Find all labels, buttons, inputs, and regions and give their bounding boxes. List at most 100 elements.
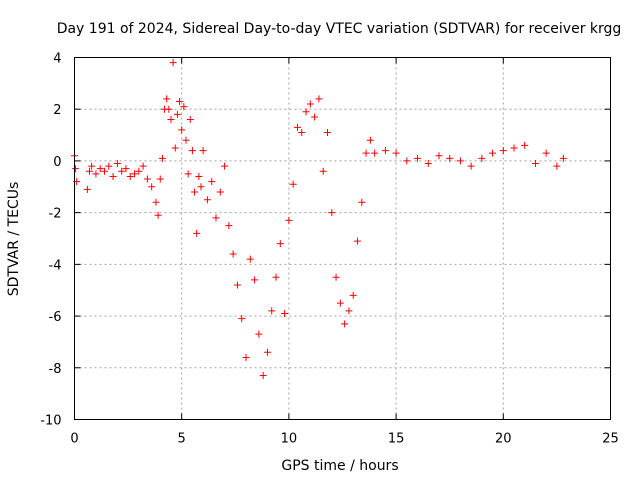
data-point xyxy=(510,144,518,152)
data-point xyxy=(285,216,293,224)
data-point xyxy=(403,157,411,165)
data-point xyxy=(148,183,156,191)
data-point xyxy=(358,198,366,206)
data-point xyxy=(478,154,486,162)
data-point xyxy=(182,136,190,144)
data-point xyxy=(109,172,117,180)
x-tick-labels: 0 5 10 15 20 25 xyxy=(70,432,618,447)
data-point xyxy=(315,95,323,103)
data-point xyxy=(233,281,241,289)
data-point xyxy=(229,250,237,258)
data-point xyxy=(467,162,475,170)
data-point xyxy=(276,240,284,248)
plot-frame xyxy=(74,57,611,420)
data-point xyxy=(167,116,175,124)
data-series-sdtvar xyxy=(71,59,567,380)
data-point xyxy=(131,170,139,178)
data-point xyxy=(414,154,422,162)
data-point xyxy=(345,307,353,315)
data-point xyxy=(195,172,203,180)
grid-lines xyxy=(74,57,611,420)
x-tick-label: 10 xyxy=(281,432,298,447)
data-point xyxy=(143,175,151,183)
data-point xyxy=(328,209,336,217)
data-point xyxy=(83,185,91,193)
data-point xyxy=(456,157,464,165)
data-point xyxy=(208,178,216,186)
data-point xyxy=(176,97,184,105)
data-point xyxy=(272,273,280,281)
x-tick-label: 15 xyxy=(388,432,405,447)
data-point xyxy=(193,229,201,237)
data-point xyxy=(293,123,301,131)
data-point xyxy=(101,167,109,175)
data-point xyxy=(173,110,181,118)
data-point xyxy=(221,162,229,170)
data-point xyxy=(559,154,567,162)
y-tick-label: 2 xyxy=(53,103,61,118)
y-tick-labels: -10 -8 -6 -4 -2 0 2 4 xyxy=(40,52,61,429)
data-point xyxy=(298,128,306,136)
data-point xyxy=(216,188,224,196)
data-point xyxy=(259,372,267,380)
data-point xyxy=(319,167,327,175)
data-point xyxy=(118,167,126,175)
data-point xyxy=(154,211,162,219)
data-point xyxy=(152,198,160,206)
x-tick-label: 25 xyxy=(602,432,619,447)
data-point xyxy=(531,160,539,168)
data-point xyxy=(242,353,250,361)
x-tick-label: 5 xyxy=(178,432,186,447)
data-point xyxy=(139,162,147,170)
data-point xyxy=(126,172,134,180)
data-point xyxy=(263,348,271,356)
data-point xyxy=(225,222,233,230)
data-point xyxy=(178,126,186,134)
data-point xyxy=(392,149,400,157)
data-point xyxy=(92,170,100,178)
data-point xyxy=(341,320,349,328)
y-tick-label: -4 xyxy=(49,258,62,273)
data-point xyxy=(255,330,263,338)
data-point xyxy=(289,180,297,188)
data-point xyxy=(435,152,443,160)
data-point xyxy=(362,149,370,157)
y-tick-label: -2 xyxy=(49,207,62,222)
data-point xyxy=(169,59,177,67)
data-point xyxy=(191,188,199,196)
data-point xyxy=(238,315,246,323)
data-point xyxy=(180,103,188,111)
data-point xyxy=(197,183,205,191)
data-point xyxy=(323,128,331,136)
data-point xyxy=(163,95,171,103)
data-point xyxy=(381,147,389,155)
y-axis-label: SDTVAR / TECUs xyxy=(6,182,22,297)
data-point xyxy=(251,276,259,284)
data-point xyxy=(184,170,192,178)
y-tick-label: 0 xyxy=(53,155,61,170)
data-point xyxy=(156,175,164,183)
data-point xyxy=(86,167,94,175)
data-point xyxy=(113,160,121,168)
y-tick-label: -8 xyxy=(49,362,62,377)
data-point xyxy=(122,165,130,173)
x-tick-label: 0 xyxy=(70,432,78,447)
data-point xyxy=(302,108,310,116)
data-point xyxy=(203,196,211,204)
data-point xyxy=(306,100,314,108)
x-axis-label: GPS time / hours xyxy=(281,458,398,474)
data-point xyxy=(311,113,319,121)
data-point xyxy=(186,116,194,124)
y-tick-label: -10 xyxy=(40,414,61,429)
data-point xyxy=(96,165,104,173)
data-point xyxy=(332,273,340,281)
data-point xyxy=(542,149,550,157)
x-tick-label: 20 xyxy=(495,432,512,447)
data-point xyxy=(171,144,179,152)
chart-title: Day 191 of 2024, Sidereal Day-to-day VTE… xyxy=(57,21,622,37)
data-point xyxy=(199,147,207,155)
data-point xyxy=(553,162,561,170)
y-tick-label: -6 xyxy=(49,310,62,325)
data-point xyxy=(212,214,220,222)
